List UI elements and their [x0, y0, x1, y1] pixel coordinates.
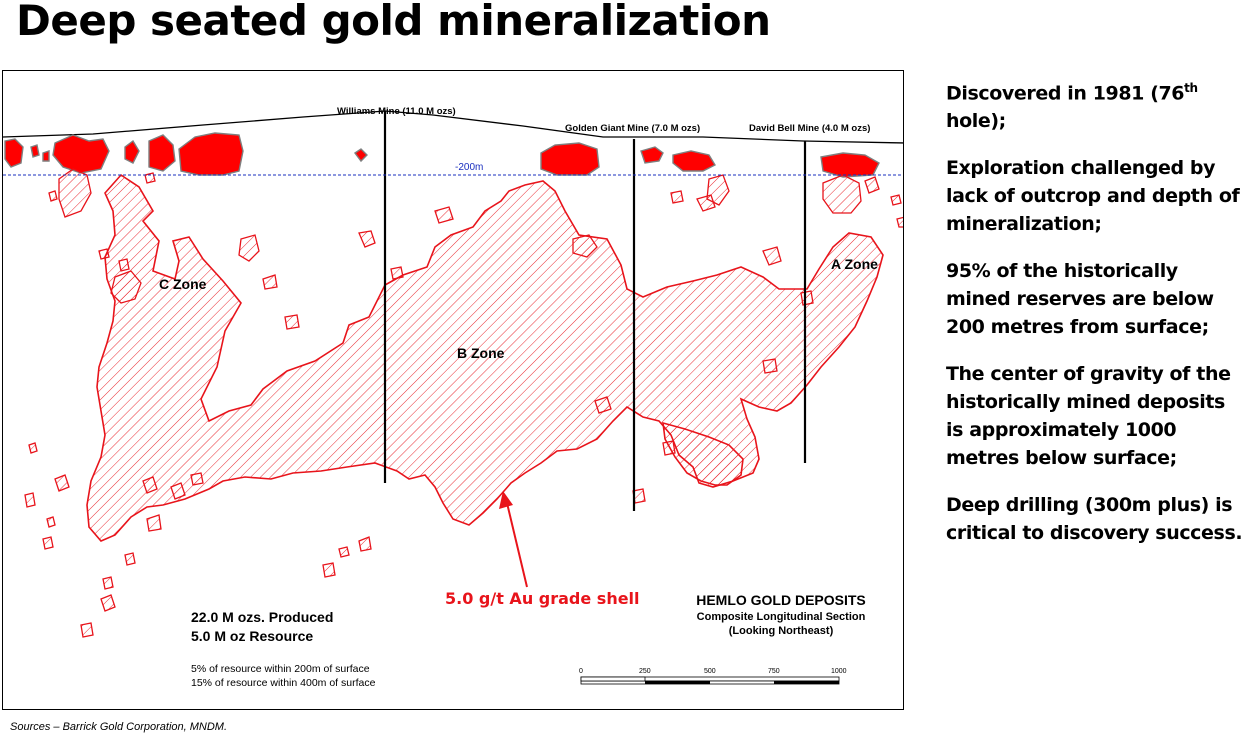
- scale-label-0: 0: [579, 668, 583, 675]
- grade-shell-arrow-head: [499, 491, 513, 509]
- david-bell-mine-label: David Bell Mine (4.0 M ozs): [749, 123, 870, 134]
- golden-giant-mine-label: Golden Giant Mine (7.0 M ozs): [565, 123, 700, 134]
- looking-direction: (Looking Northeast): [729, 625, 834, 637]
- ground-surface-line: [3, 110, 903, 144]
- note-discovered-pre: Discovered in 1981 (76: [946, 82, 1185, 105]
- scale-bar: 0 250 500 750 1000: [579, 668, 847, 685]
- hemlo-section-figure: -200m Williams Mine (11.0 M ozs) Golden …: [2, 70, 904, 710]
- note-deep-drilling: Deep drilling (300m plus) is critical to…: [946, 494, 1243, 545]
- section-svg: -200m Williams Mine (11.0 M ozs) Golden …: [3, 106, 903, 689]
- near-surface-ore: [4, 132, 880, 178]
- deposit-title: HEMLO GOLD DEPOSITS: [696, 592, 866, 608]
- scale-label-750: 750: [768, 668, 780, 675]
- note-discovered-sup: th: [1184, 81, 1198, 95]
- williams-mine-label: Williams Mine (11.0 M ozs): [337, 106, 456, 117]
- c-zone-label: C Zone: [159, 276, 207, 292]
- b-zone-label: B Zone: [457, 345, 505, 361]
- side-notes: Discovered in 1981 (76th hole); Explorat…: [946, 74, 1246, 566]
- note-center-of-gravity: The center of gravity of the historicall…: [946, 363, 1231, 470]
- note-historic-reserves: 95% of the historically mined reserves a…: [946, 260, 1214, 339]
- produced-label: 22.0 M ozs. Produced: [191, 609, 333, 625]
- scale-label-250: 250: [639, 668, 651, 675]
- note-exploration: Exploration challenged by lack of outcro…: [946, 157, 1240, 236]
- grade-shell-arrow-line: [506, 502, 528, 588]
- scale-label-1000: 1000: [831, 668, 847, 675]
- resource-400-label: 15% of resource within 400m of surface: [191, 677, 376, 689]
- grade-shell-label: 5.0 g/t Au grade shell: [445, 589, 640, 608]
- resource-200-label: 5% of resource within 200m of surface: [191, 663, 370, 675]
- resource-label: 5.0 M oz Resource: [191, 628, 313, 644]
- note-discovered-post: hole);: [946, 110, 1006, 133]
- mine-shafts: [383, 111, 807, 511]
- a-zone-label: A Zone: [831, 256, 878, 272]
- depth-200m-label: -200m: [455, 162, 483, 173]
- sources-note: Sources – Barrick Gold Corporation, MNDM…: [10, 721, 228, 733]
- note-discovered: Discovered in 1981 (76th hole);: [946, 74, 1246, 135]
- grade-shell-lower-lobe: [662, 421, 744, 486]
- slide-title: Deep seated gold mineralization: [16, 0, 771, 45]
- section-title: Composite Longitudinal Section: [697, 611, 866, 623]
- scale-label-500: 500: [704, 668, 716, 675]
